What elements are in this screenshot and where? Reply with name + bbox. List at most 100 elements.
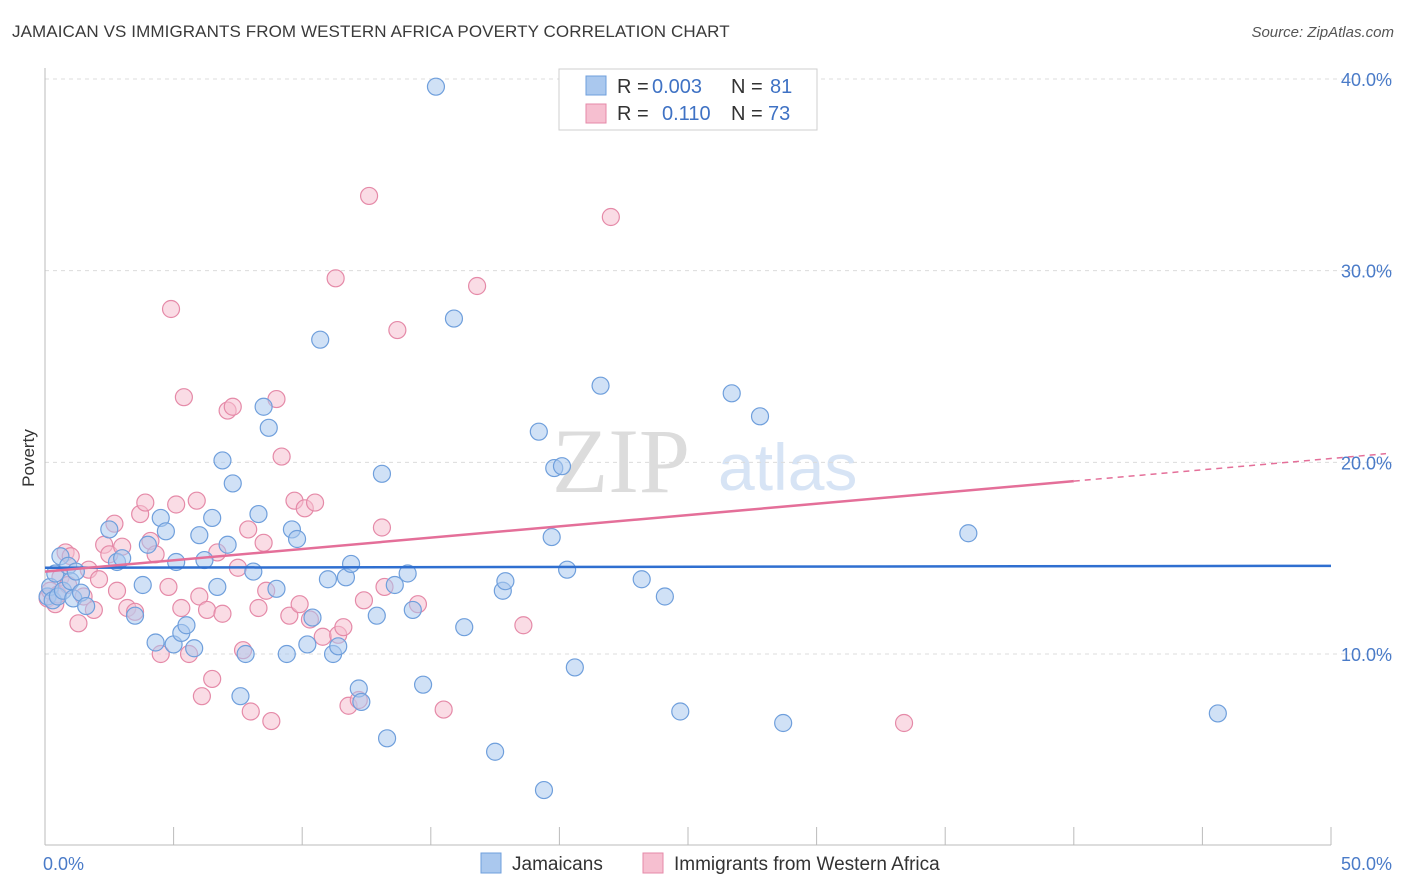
point-jamaicans bbox=[303, 608, 322, 627]
legend-r-value-1: 0.003 bbox=[652, 76, 702, 98]
series-immigrants-western-africa bbox=[38, 186, 914, 733]
point-western-africa bbox=[89, 570, 109, 589]
point-jamaicans bbox=[254, 397, 273, 416]
chart-title: JAMAICAN VS IMMIGRANTS FROM WESTERN AFRI… bbox=[12, 22, 730, 41]
point-jamaicans bbox=[959, 524, 978, 543]
point-jamaicans bbox=[552, 457, 572, 476]
point-jamaicans bbox=[203, 508, 222, 528]
point-jamaicans bbox=[722, 384, 741, 403]
legend-n-label-1: N = bbox=[731, 76, 763, 98]
point-jamaicans bbox=[1208, 704, 1227, 723]
point-western-africa bbox=[359, 186, 379, 206]
bottom-legend-swatch-western-africa bbox=[642, 852, 664, 874]
bottom-legend-western-africa: Immigrants from Western Africa bbox=[674, 854, 940, 875]
point-jamaicans bbox=[77, 596, 96, 616]
point-western-africa bbox=[254, 533, 273, 552]
legend-r-label-1: R = bbox=[617, 76, 649, 98]
watermark-zip: ZIP bbox=[552, 410, 690, 512]
point-jamaicans bbox=[486, 742, 505, 761]
point-western-africa bbox=[223, 397, 242, 416]
y-tick-labels: 10.0% 20.0% 30.0% 40.0% bbox=[1341, 70, 1392, 665]
point-jamaicans bbox=[455, 618, 474, 637]
watermark-atlas: atlas bbox=[718, 430, 857, 504]
point-western-africa bbox=[601, 207, 620, 227]
point-jamaicans bbox=[671, 702, 690, 721]
point-jamaicans bbox=[558, 560, 577, 579]
point-western-africa bbox=[354, 591, 374, 610]
point-jamaicans bbox=[287, 529, 307, 549]
point-jamaicans bbox=[223, 474, 242, 493]
point-jamaicans bbox=[231, 687, 250, 706]
legend-n-value-1: 81 bbox=[770, 76, 792, 98]
point-jamaicans bbox=[267, 579, 286, 598]
point-jamaicans bbox=[496, 572, 515, 591]
y-tick-label: 40.0% bbox=[1341, 70, 1392, 90]
series-legend: Jamaicans Immigrants from Western Africa bbox=[480, 852, 940, 875]
y-tick-label: 10.0% bbox=[1341, 645, 1392, 665]
legend-swatch-western-africa bbox=[585, 103, 607, 124]
point-jamaicans bbox=[125, 606, 145, 625]
point-jamaicans bbox=[542, 527, 561, 547]
point-jamaicans bbox=[403, 600, 422, 620]
x-tick-label-min: 0.0% bbox=[43, 854, 84, 874]
axes bbox=[44, 68, 1332, 846]
point-jamaicans bbox=[195, 550, 214, 570]
point-jamaicans bbox=[208, 577, 227, 597]
point-jamaicans bbox=[352, 692, 371, 712]
watermark: ZIP atlas bbox=[552, 410, 857, 512]
point-jamaicans bbox=[218, 535, 237, 554]
bottom-legend-jamaicans: Jamaicans bbox=[512, 854, 603, 875]
point-western-africa bbox=[305, 493, 325, 512]
trend-line-western-africa-extension bbox=[1073, 452, 1387, 482]
point-western-africa bbox=[107, 581, 127, 600]
point-jamaicans bbox=[244, 562, 263, 581]
point-western-africa bbox=[167, 495, 186, 514]
x-tick-label-max: 50.0% bbox=[1341, 854, 1392, 874]
point-jamaicans bbox=[249, 504, 268, 524]
point-jamaicans bbox=[156, 522, 175, 541]
point-jamaicans bbox=[341, 554, 361, 574]
y-tick-label: 30.0% bbox=[1341, 262, 1392, 282]
source-credit: Source: ZipAtlas.com bbox=[1251, 24, 1394, 41]
y-tick-label: 20.0% bbox=[1341, 453, 1392, 473]
x-tick-labels: 0.0% 50.0% bbox=[43, 854, 1392, 874]
point-western-africa bbox=[388, 320, 407, 340]
point-jamaicans bbox=[138, 535, 157, 554]
point-jamaicans bbox=[100, 520, 119, 539]
point-western-africa bbox=[467, 276, 487, 296]
series-jamaicans bbox=[38, 77, 1227, 800]
point-jamaicans bbox=[213, 451, 232, 470]
legend-r-value-2: 0.110 bbox=[662, 103, 711, 125]
point-western-africa bbox=[326, 269, 345, 288]
point-western-africa bbox=[69, 614, 88, 633]
point-jamaicans bbox=[318, 570, 338, 589]
point-western-africa bbox=[894, 713, 914, 733]
trend-line-jamaicans bbox=[44, 564, 1332, 569]
point-western-africa bbox=[190, 587, 209, 606]
trend-line-western-africa bbox=[44, 479, 1074, 573]
point-jamaicans bbox=[259, 418, 278, 437]
point-western-africa bbox=[249, 598, 268, 618]
point-western-africa bbox=[272, 447, 291, 466]
point-jamaicans bbox=[385, 575, 404, 595]
point-jamaicans bbox=[311, 330, 330, 349]
point-jamaicans bbox=[372, 464, 392, 483]
point-western-africa bbox=[290, 595, 309, 614]
point-western-africa bbox=[514, 616, 533, 635]
point-jamaicans bbox=[632, 570, 651, 589]
point-jamaicans bbox=[413, 675, 433, 694]
point-western-africa bbox=[334, 618, 353, 637]
point-western-africa bbox=[161, 299, 181, 319]
point-western-africa bbox=[239, 520, 258, 539]
point-jamaicans bbox=[426, 77, 446, 96]
legend-swatch-jamaicans bbox=[585, 75, 607, 96]
point-jamaicans bbox=[534, 780, 554, 800]
point-jamaicans bbox=[377, 729, 397, 748]
legend-n-value-2: 73 bbox=[768, 103, 790, 125]
point-western-africa bbox=[159, 577, 178, 597]
point-jamaicans bbox=[277, 644, 296, 664]
gridlines bbox=[45, 78, 1392, 655]
point-jamaicans bbox=[66, 562, 85, 581]
point-western-africa bbox=[434, 700, 453, 719]
